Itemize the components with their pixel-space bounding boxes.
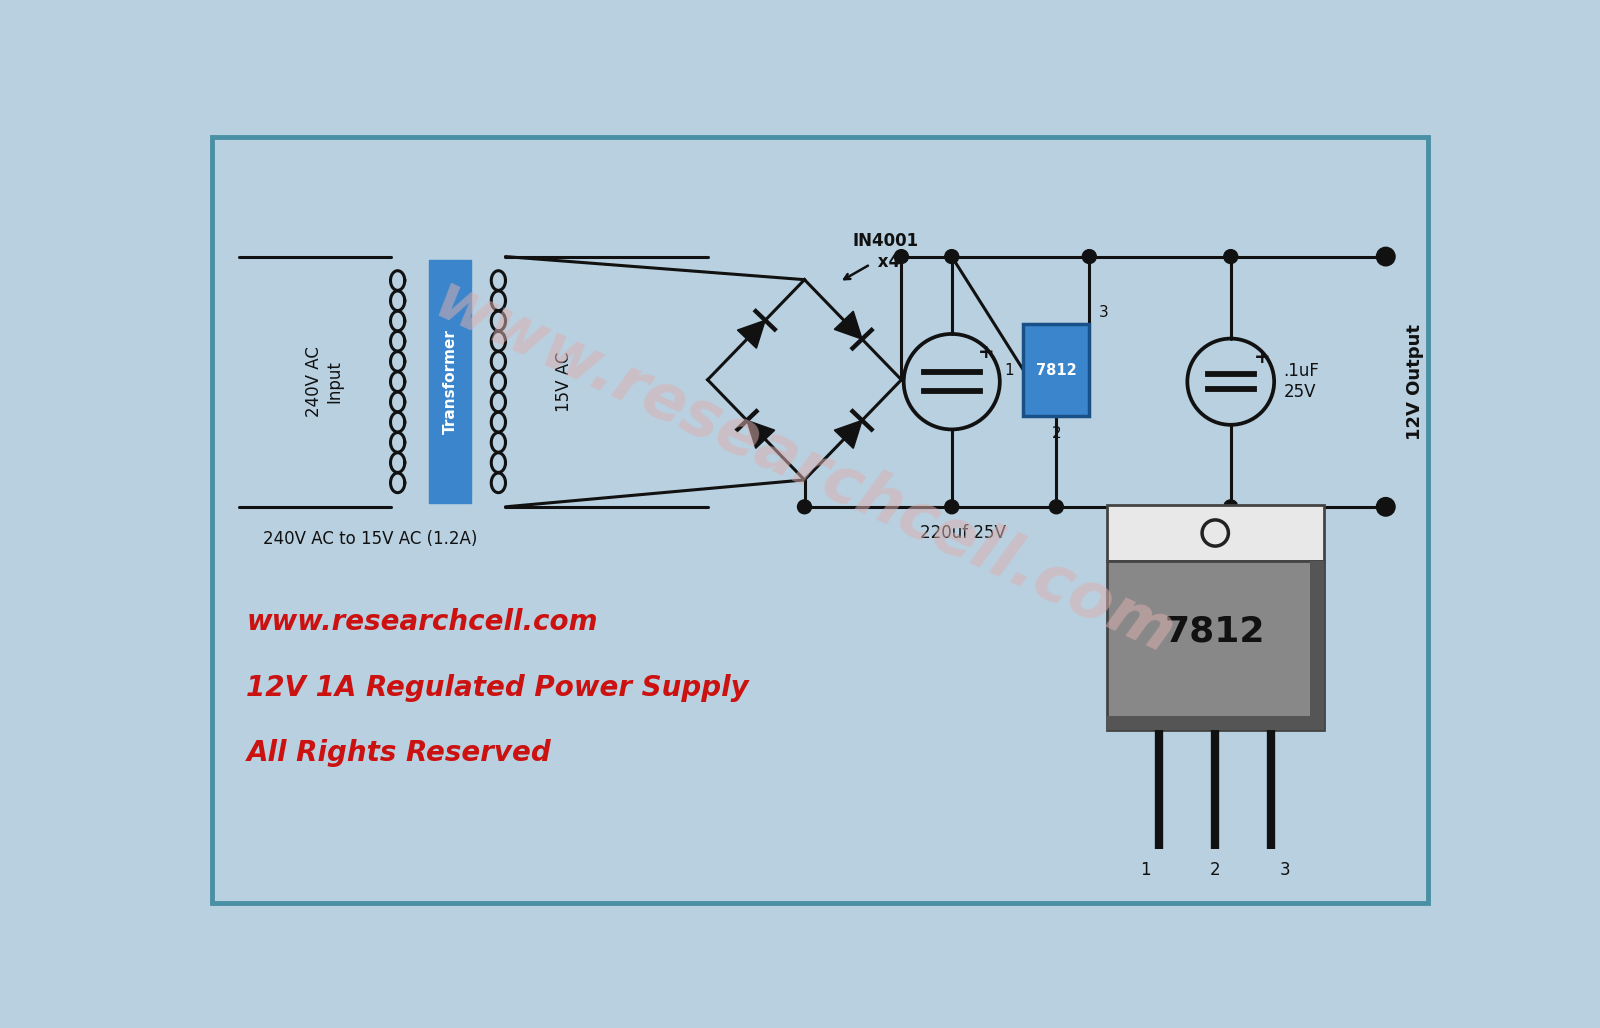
- Text: 3: 3: [1280, 861, 1290, 879]
- Text: 240V AC to 15V AC (1.2A): 240V AC to 15V AC (1.2A): [264, 530, 478, 548]
- Polygon shape: [834, 420, 862, 448]
- Text: 12V 1A Regulated Power Supply: 12V 1A Regulated Power Supply: [246, 673, 749, 702]
- Polygon shape: [738, 321, 765, 348]
- Bar: [1107, 506, 1323, 560]
- Bar: [1310, 560, 1323, 730]
- Circle shape: [944, 500, 958, 514]
- Text: +: +: [978, 343, 995, 362]
- Bar: [1107, 717, 1323, 730]
- Circle shape: [797, 500, 811, 514]
- Circle shape: [1224, 500, 1238, 514]
- Circle shape: [894, 250, 909, 263]
- Bar: [1024, 324, 1090, 416]
- Text: 1: 1: [1005, 363, 1014, 377]
- Circle shape: [944, 250, 958, 263]
- Bar: [429, 260, 472, 503]
- Text: IN4001
 x4: IN4001 x4: [853, 231, 918, 270]
- Text: 2: 2: [1210, 861, 1221, 879]
- Text: 240V AC
Input: 240V AC Input: [304, 346, 344, 417]
- Text: 1: 1: [1141, 861, 1150, 879]
- FancyBboxPatch shape: [211, 137, 1429, 904]
- Polygon shape: [747, 420, 774, 448]
- Circle shape: [1050, 500, 1064, 514]
- Polygon shape: [834, 311, 862, 339]
- Text: +: +: [1253, 347, 1270, 367]
- Text: www.researchcell.com: www.researchcell.com: [246, 609, 598, 636]
- Circle shape: [1082, 250, 1096, 263]
- Text: www.researchcell.com: www.researchcell.com: [426, 269, 1184, 667]
- Text: 2: 2: [1051, 427, 1061, 441]
- Text: Transformer: Transformer: [443, 329, 458, 434]
- Text: .1uF
25V: .1uF 25V: [1283, 362, 1320, 401]
- Text: 3: 3: [1099, 305, 1109, 320]
- Bar: [1107, 560, 1323, 730]
- Text: 7812: 7812: [1165, 615, 1266, 649]
- Circle shape: [1224, 250, 1238, 263]
- Circle shape: [1376, 248, 1395, 266]
- Text: 15V AC: 15V AC: [555, 352, 573, 412]
- Text: 7812: 7812: [1037, 363, 1077, 377]
- Circle shape: [1376, 498, 1395, 516]
- Text: 12V Output: 12V Output: [1406, 324, 1424, 440]
- Text: 220uf 25V: 220uf 25V: [920, 523, 1006, 542]
- Text: All Rights Reserved: All Rights Reserved: [246, 739, 552, 767]
